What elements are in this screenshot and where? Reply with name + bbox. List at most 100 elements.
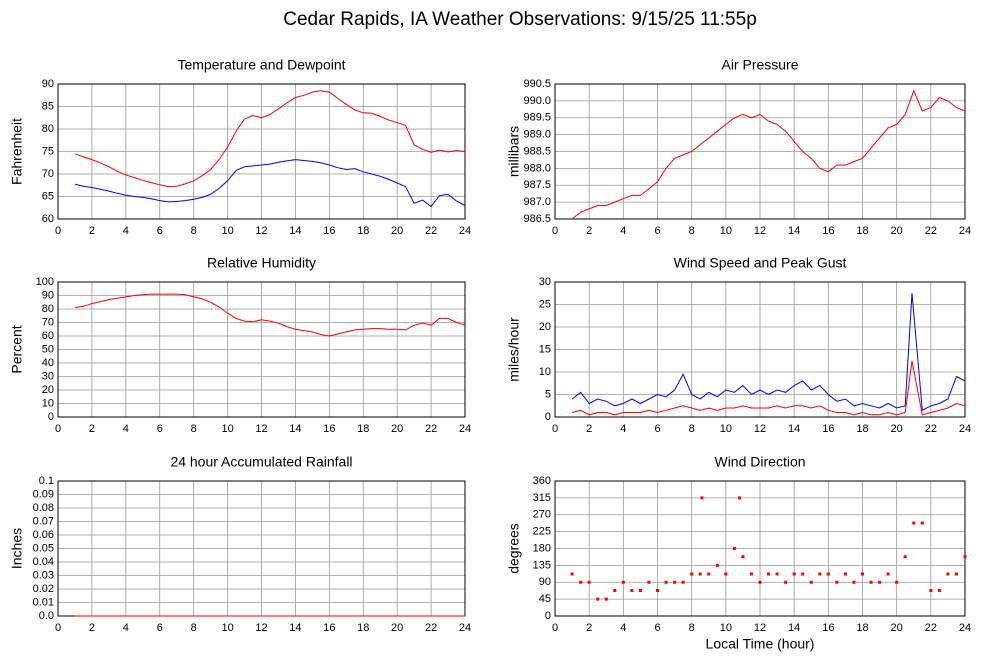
x-tick-label: 22 <box>925 225 937 237</box>
scatter-point <box>647 580 651 584</box>
y-axis-label: millibars <box>506 126 522 177</box>
scatter-point <box>792 572 796 576</box>
y-tick-label: 990.5 <box>523 78 551 90</box>
x-tick-label: 12 <box>754 423 766 435</box>
x-tick-label: 10 <box>221 622 233 634</box>
x-tick-label: 24 <box>959 622 971 634</box>
x-tick-label: 20 <box>891 622 903 634</box>
y-axis-label: miles/hour <box>506 317 522 382</box>
scatter-point <box>775 572 779 576</box>
x-tick-label: 10 <box>221 225 233 237</box>
scatter-point <box>715 563 719 567</box>
y-tick-label: 90 <box>42 78 54 90</box>
scatter-point <box>630 589 634 592</box>
panel: Wind Direction degrees Local Time (hour) 0 4… <box>506 454 971 652</box>
y-tick-label: 0.06 <box>33 529 54 541</box>
x-tick-label: 0 <box>552 622 558 634</box>
x-tick-label: 22 <box>425 225 437 237</box>
panel-title: Relative Humidity <box>207 255 316 271</box>
y-tick-label: 315 <box>533 492 551 504</box>
y-tick-label: 180 <box>533 542 551 554</box>
scatter-point <box>826 572 830 576</box>
x-tick-label: 8 <box>191 423 197 435</box>
x-tick-label: 18 <box>856 423 868 435</box>
x-tick-label: 0 <box>55 423 61 435</box>
scatter-point <box>954 572 958 576</box>
y-tick-label: 60 <box>42 330 54 342</box>
x-tick-label: 0 <box>55 225 61 237</box>
scatter-point <box>741 555 745 559</box>
x-tick-label: 14 <box>788 423 800 435</box>
x-tick-label: 2 <box>586 225 592 237</box>
series-line <box>571 293 966 412</box>
x-tick-label: 16 <box>822 622 834 634</box>
x-tick-label: 18 <box>357 622 369 634</box>
x-tick-label: 8 <box>689 423 695 435</box>
panel: Temperature and DewpointFahrenheit606570… <box>9 57 471 237</box>
y-tick-label: 90 <box>42 289 54 301</box>
scatter-point <box>895 580 899 584</box>
scatter-point <box>843 572 847 576</box>
x-tick-label: 24 <box>459 622 471 634</box>
scatter-point <box>767 572 771 576</box>
y-tick-label: 90 <box>539 576 551 588</box>
x-tick-label: 12 <box>255 423 267 435</box>
series-line <box>74 159 466 208</box>
scatter-point <box>963 555 967 559</box>
x-tick-label: 12 <box>754 622 766 634</box>
x-tick-label: 4 <box>620 622 626 634</box>
scatter-point <box>656 589 659 592</box>
x-tick-label: 24 <box>459 423 471 435</box>
x-tick-label: 24 <box>459 225 471 237</box>
scatter-point <box>818 572 822 576</box>
x-tick-label: 6 <box>654 225 660 237</box>
y-tick-label: 0 <box>545 610 551 622</box>
x-axis-label: Local Time (hour) <box>706 636 815 652</box>
x-tick-label: 2 <box>89 423 95 435</box>
x-tick-label: 2 <box>586 423 592 435</box>
x-tick-label: 6 <box>157 423 163 435</box>
scatter-point <box>724 572 728 576</box>
y-tick-label: 989.0 <box>523 129 551 141</box>
x-tick-label: 18 <box>856 622 868 634</box>
y-tick-label: 60 <box>42 213 54 225</box>
scatter-point <box>937 589 941 592</box>
scatter-point <box>681 580 685 584</box>
y-tick-label: 987.5 <box>523 179 551 191</box>
panel-title: 24 hour Accumulated Rainfall <box>170 454 352 470</box>
y-tick-label: 0.05 <box>33 542 54 554</box>
y-tick-label: 50 <box>42 343 54 355</box>
x-tick-label: 2 <box>586 622 592 634</box>
scatter-point <box>861 572 864 576</box>
scatter-point <box>784 580 788 584</box>
scatter-point <box>801 572 805 576</box>
scatter-point <box>912 521 916 525</box>
series-line <box>74 293 466 337</box>
x-tick-label: 0 <box>55 622 61 634</box>
scatter-point <box>621 580 625 584</box>
x-tick-label: 20 <box>391 423 403 435</box>
x-tick-label: 0 <box>552 423 558 435</box>
x-tick-label: 22 <box>425 622 437 634</box>
x-tick-label: 16 <box>323 225 335 237</box>
panel-title: Air Pressure <box>721 57 798 73</box>
x-tick-label: 6 <box>157 225 163 237</box>
y-tick-label: 0.01 <box>33 596 54 608</box>
y-axis-label: Inches <box>9 528 25 569</box>
scatter-point <box>579 580 583 584</box>
x-tick-label: 16 <box>822 423 834 435</box>
plot-frame <box>554 281 966 418</box>
panel: Relative HumidityPercent0102030405060708… <box>9 255 471 435</box>
y-tick-label: 10 <box>539 366 551 378</box>
x-tick-label: 6 <box>157 622 163 634</box>
x-tick-label: 8 <box>191 622 197 634</box>
y-tick-label: 70 <box>42 168 54 180</box>
y-tick-label: 70 <box>42 316 54 328</box>
x-tick-label: 22 <box>425 423 437 435</box>
x-tick-label: 12 <box>754 225 766 237</box>
y-tick-label: 0.04 <box>33 556 54 568</box>
y-tick-label: 0.0 <box>39 610 54 622</box>
y-tick-label: 100 <box>36 276 54 288</box>
y-tick-label: 988.5 <box>523 145 551 157</box>
